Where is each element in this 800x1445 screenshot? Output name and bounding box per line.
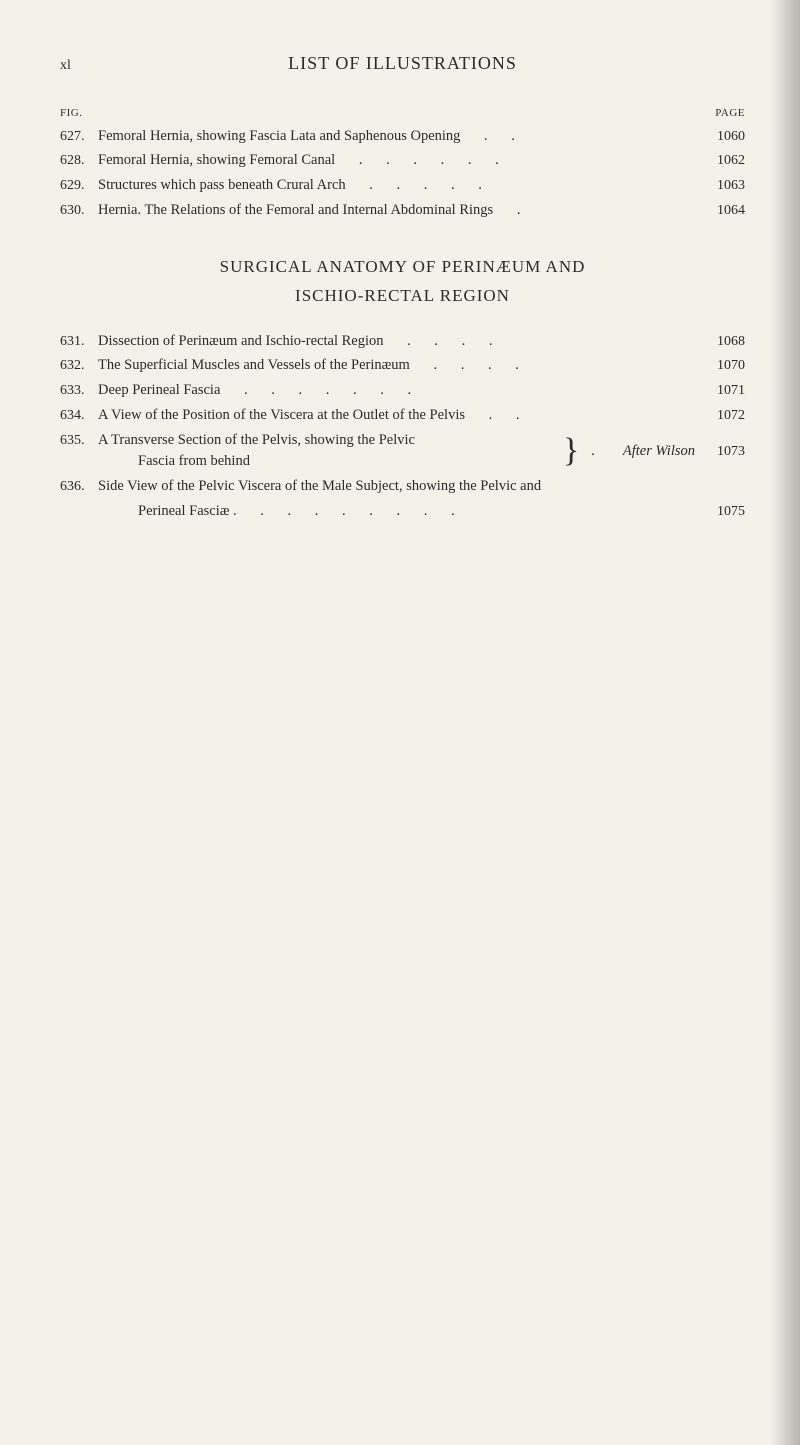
fig-page: 1073	[695, 441, 745, 462]
list-item: 632. The Superficial Muscles and Vessels…	[60, 355, 745, 377]
fig-text: The Superficial Muscles and Vessels of t…	[98, 357, 410, 373]
fig-page: 1075	[695, 501, 745, 522]
leader-dots: . . . .	[384, 333, 503, 349]
page-header: xl LIST OF ILLUSTRATIONS	[60, 50, 745, 77]
list-item: 636. Side View of the Pelvic Viscera of …	[60, 476, 745, 498]
fig-number: 633.	[60, 380, 98, 401]
fig-description: A View of the Position of the Viscera at…	[98, 405, 695, 427]
page-title: LIST OF ILLUSTRATIONS	[100, 50, 745, 77]
fig-number: 635.	[60, 430, 98, 451]
leader-dots: . .	[465, 407, 530, 423]
leader-dots: . . . . . .	[335, 152, 509, 168]
list-item-continuation: Perineal Fasciæ . . . . . . . . . 1075	[60, 501, 745, 523]
fig-page: 1060	[695, 126, 745, 147]
fig-page: 1063	[695, 175, 745, 196]
fig-text-line1: A Transverse Section of the Pelvis, show…	[98, 430, 415, 452]
list-item: 631. Dissection of Perinæum and Ischio-r…	[60, 331, 745, 353]
list-item: 630. Hernia. The Relations of the Femora…	[60, 200, 745, 222]
fig-text: Structures which pass beneath Crural Arc…	[98, 177, 346, 193]
fig-number: 632.	[60, 355, 98, 376]
list-item: 629. Structures which pass beneath Crura…	[60, 175, 745, 197]
attribution-text: After Wilson	[623, 443, 695, 459]
leader-dots: .	[581, 440, 605, 463]
fig-description: Side View of the Pelvic Viscera of the M…	[98, 476, 695, 498]
list-item: 633. Deep Perineal Fascia . . . . . . . …	[60, 380, 745, 402]
fig-page: 1072	[695, 405, 745, 426]
fig-number: 630.	[60, 200, 98, 221]
fig-number: 634.	[60, 405, 98, 426]
brace-left-content: 635. A Transverse Section of the Pelvis,…	[60, 430, 561, 474]
fig-number: 629.	[60, 175, 98, 196]
fig-description: Structures which pass beneath Crural Arc…	[98, 175, 695, 197]
brace-right-content: . After Wilson 1073	[581, 440, 745, 463]
fig-text: A View of the Position of the Viscera at…	[98, 407, 465, 423]
fig-description: Deep Perineal Fascia . . . . . . .	[98, 380, 695, 402]
leader-dots: . .	[460, 128, 525, 144]
list-item-braced: 635. A Transverse Section of the Pelvis,…	[60, 430, 745, 474]
fig-description: Femoral Hernia, showing Femoral Canal . …	[98, 150, 695, 172]
section-heading-line2: ISCHIO-RECTAL REGION	[60, 283, 745, 309]
fig-text-continuation: Perineal Fasciæ . . . . . . . . .	[138, 501, 695, 523]
fig-text: Femoral Hernia, showing Femoral Canal	[98, 152, 335, 168]
continuation-text: Perineal Fasciæ .	[138, 503, 237, 519]
fig-number: 628.	[60, 150, 98, 171]
fig-number: 636.	[60, 476, 98, 497]
fig-page: 1070	[695, 355, 745, 376]
fig-description: Dissection of Perinæum and Ischio-rectal…	[98, 331, 695, 353]
fig-description: Hernia. The Relations of the Femoral and…	[98, 200, 695, 222]
fig-description: Femoral Hernia, showing Fascia Lata and …	[98, 126, 695, 148]
leader-dots: . . . . . . . .	[237, 503, 465, 519]
list-item: 634. A View of the Position of the Visce…	[60, 405, 745, 427]
fig-text-line2: Fascia from behind	[98, 451, 250, 473]
fig-page: 1068	[695, 331, 745, 352]
leader-dots: . . . . . . .	[220, 382, 421, 398]
brace-icon: }	[561, 441, 581, 461]
column-header-page: PAGE	[715, 105, 745, 122]
page-number-roman: xl	[60, 55, 100, 76]
leader-dots: .	[493, 202, 530, 218]
leader-dots: . . . . .	[346, 177, 492, 193]
fig-text: Deep Perineal Fascia	[98, 382, 220, 398]
fig-page: 1062	[695, 150, 745, 171]
leader-dots: . . . .	[410, 357, 529, 373]
list-item: 627. Femoral Hernia, showing Fascia Lata…	[60, 126, 745, 148]
column-header-fig: FIG.	[60, 105, 82, 122]
fig-number: 627.	[60, 126, 98, 147]
fig-text: Femoral Hernia, showing Fascia Lata and …	[98, 128, 460, 144]
fig-text: Dissection of Perinæum and Ischio-rectal…	[98, 333, 384, 349]
section-heading-line1: SURGICAL ANATOMY OF PERINÆUM AND	[60, 254, 745, 280]
attribution: After Wilson	[605, 441, 695, 463]
list-item: 628. Femoral Hernia, showing Femoral Can…	[60, 150, 745, 172]
fig-page: 1071	[695, 380, 745, 401]
column-headers: FIG. PAGE	[60, 105, 745, 122]
fig-page: 1064	[695, 200, 745, 221]
fig-number: 631.	[60, 331, 98, 352]
fig-description: The Superficial Muscles and Vessels of t…	[98, 355, 695, 377]
fig-text: Hernia. The Relations of the Femoral and…	[98, 202, 493, 218]
